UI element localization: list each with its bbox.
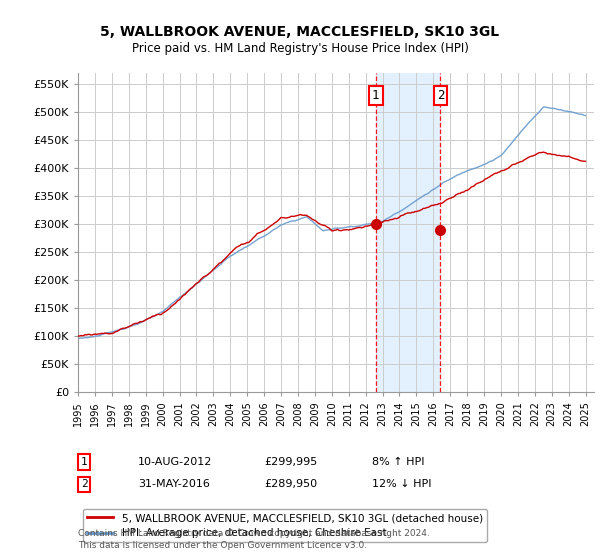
- Text: 2: 2: [437, 88, 444, 102]
- Text: This data is licensed under the Open Government Licence v3.0.: This data is licensed under the Open Gov…: [78, 542, 367, 550]
- Text: 2: 2: [80, 479, 88, 489]
- Legend: 5, WALLBROOK AVENUE, MACCLESFIELD, SK10 3GL (detached house), HPI: Average price: 5, WALLBROOK AVENUE, MACCLESFIELD, SK10 …: [83, 509, 487, 543]
- Text: Price paid vs. HM Land Registry's House Price Index (HPI): Price paid vs. HM Land Registry's House …: [131, 42, 469, 55]
- Bar: [376, 73, 440, 392]
- Text: 31-MAY-2016: 31-MAY-2016: [138, 479, 210, 489]
- Text: 1: 1: [372, 88, 380, 102]
- Text: £289,950: £289,950: [264, 479, 317, 489]
- Text: Contains HM Land Registry data © Crown copyright and database right 2024.: Contains HM Land Registry data © Crown c…: [78, 529, 430, 538]
- Text: £299,995: £299,995: [264, 457, 317, 467]
- Text: 5, WALLBROOK AVENUE, MACCLESFIELD, SK10 3GL: 5, WALLBROOK AVENUE, MACCLESFIELD, SK10 …: [100, 25, 500, 39]
- Text: 12% ↓ HPI: 12% ↓ HPI: [372, 479, 431, 489]
- Text: 1: 1: [80, 457, 88, 467]
- Text: 8% ↑ HPI: 8% ↑ HPI: [372, 457, 425, 467]
- Text: 10-AUG-2012: 10-AUG-2012: [138, 457, 212, 467]
